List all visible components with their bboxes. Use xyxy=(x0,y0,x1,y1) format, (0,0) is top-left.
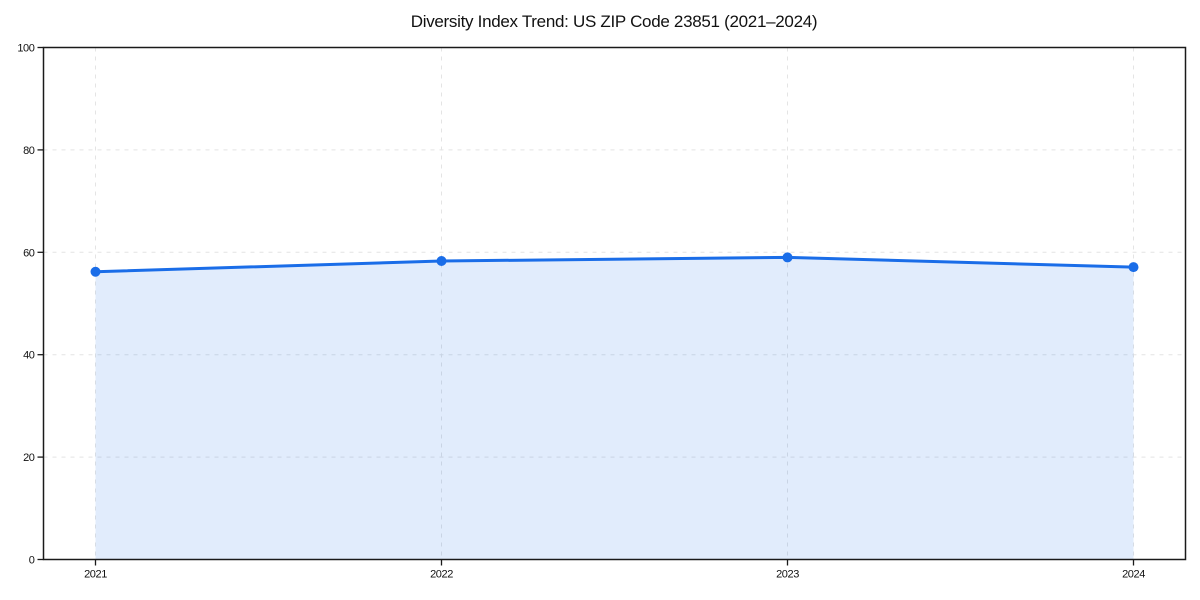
y-tick-label: 0 xyxy=(29,555,35,567)
x-tick-label: 2024 xyxy=(1122,569,1145,581)
x-tick-label: 2021 xyxy=(84,569,107,581)
trend-line xyxy=(94,255,1135,274)
y-tick-label: 100 xyxy=(17,43,34,55)
y-tick-label: 80 xyxy=(23,145,35,157)
y-tick-label: 20 xyxy=(23,452,35,464)
data-point-2021 xyxy=(90,266,101,277)
plot-border xyxy=(42,46,1187,561)
data-point-2022 xyxy=(436,256,447,267)
chart-title: Diversity Index Trend: US ZIP Code 23851… xyxy=(410,12,818,31)
data-point-2023 xyxy=(782,252,793,263)
y-tick-label: 60 xyxy=(23,247,35,259)
area-fill xyxy=(95,257,1134,560)
x-tick-label: 2023 xyxy=(776,569,799,581)
x-tick-label: 2022 xyxy=(430,569,453,581)
y-tick-label: 40 xyxy=(23,350,35,362)
data-point-2024 xyxy=(1128,262,1139,273)
